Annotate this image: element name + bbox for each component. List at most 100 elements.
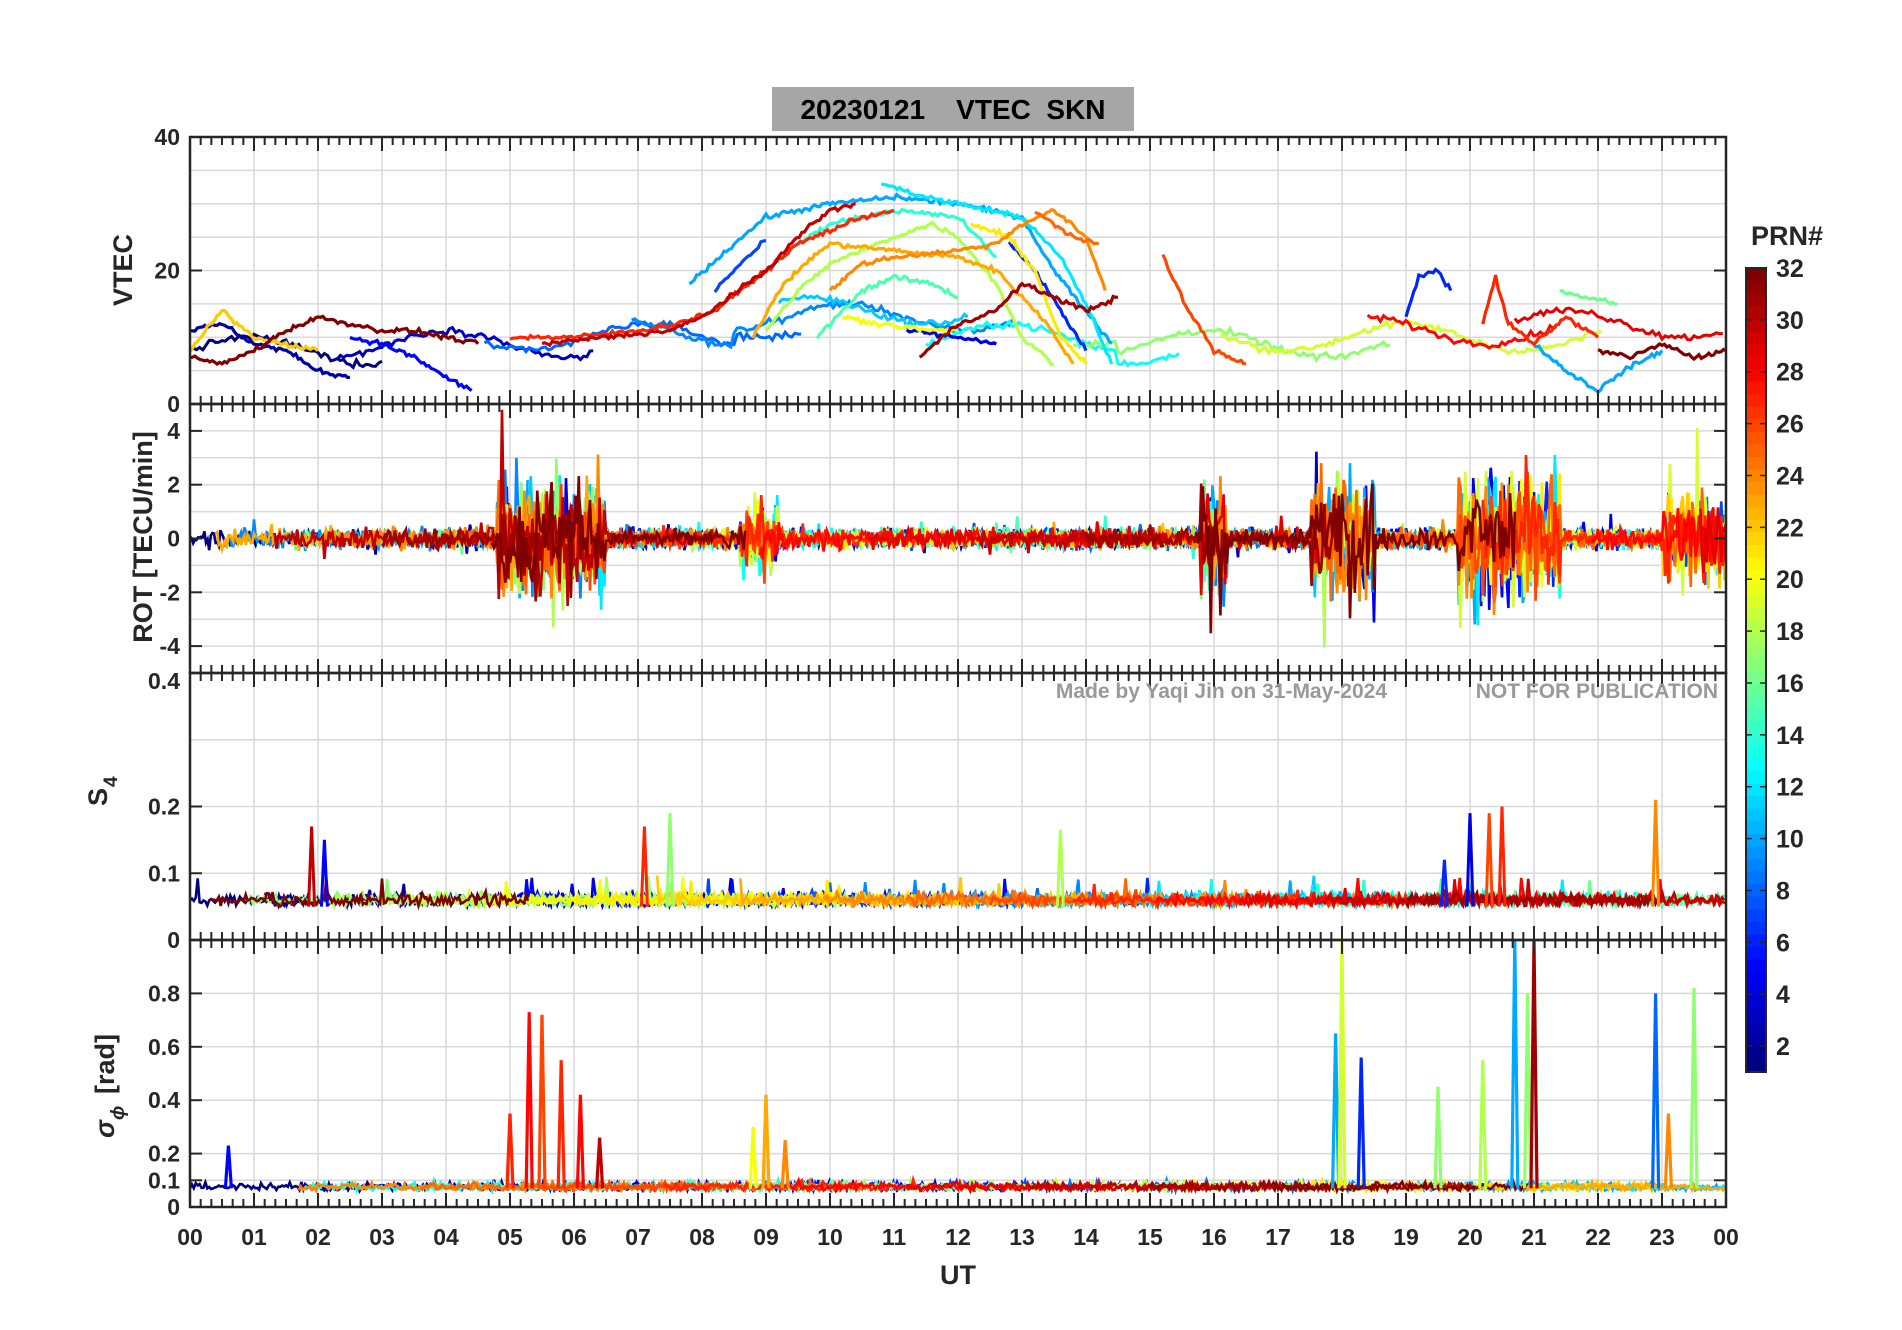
vtec-line-prn-32 [190,314,480,366]
colorbar-swatch [1746,381,1766,395]
colorbar-swatch [1746,1059,1766,1073]
watermark-author: Made by Yaqi Jin on 31-May-2024 [1056,680,1387,703]
x-tick-label: 13 [1009,1224,1035,1250]
x-tick-label: 00 [1713,1224,1739,1250]
sigma-ytick-label: 0 [167,1194,180,1220]
sigma-ytick-label: 0.6 [148,1034,180,1060]
colorbar-swatch [1746,330,1766,344]
colorbar-swatch [1746,569,1766,583]
sigma-line-prn-26 [540,1178,734,1194]
sigma-series [190,940,1726,1196]
rot-line-prn-29 [1699,507,1726,574]
colorbar-swatch [1746,732,1766,746]
colorbar-swatch [1746,657,1766,671]
colorbar-swatch [1746,318,1766,332]
colorbar-swatch [1746,368,1766,382]
colorbar-swatch [1746,871,1766,885]
sigma-ylabel-unit: [rad] [90,1034,120,1094]
sigma-peak [1689,988,1699,1189]
colorbar-swatch [1746,984,1766,998]
colorbar-tick-label: 14 [1776,722,1804,750]
vtec-series [190,182,1726,395]
sigma-ylabel: σ ϕ [rad] [90,1034,129,1138]
x-tick-label: 07 [625,1224,651,1250]
sigma-peak [524,1012,534,1189]
colorbar-frame [1745,267,1767,1073]
vtec-line-prn-12 [880,182,1114,365]
rot-line-prn-32 [490,476,747,599]
colorbar-swatch [1746,506,1766,520]
colorbar-tick-label: 18 [1776,618,1804,646]
s4-peak [1055,829,1065,907]
colorbar-swatch [1746,531,1766,545]
colorbar-tick-label: 24 [1776,462,1804,490]
colorbar-tick-label: 8 [1776,877,1790,905]
x-tick-label: 01 [241,1224,267,1250]
sigma-peak [1337,940,1347,1189]
colorbar-tick-label: 16 [1776,670,1804,698]
x-tick-label: 04 [433,1224,459,1250]
rot-ytick-label: -2 [160,579,180,605]
s4-series [190,799,1726,912]
labels-layer: 20230121 VTEC SKN Made by Yaqi Jin on 31… [83,87,1823,1290]
colorbar-swatch [1746,431,1766,445]
vtec-line-prn-28 [1366,313,1558,350]
vtec-line-prn-18 [764,220,1055,367]
x-tick-label: 16 [1201,1224,1227,1250]
vtec-line-prn-22 [190,308,319,353]
colorbar-tick-label: 10 [1776,826,1804,854]
colorbar-swatch [1746,720,1766,734]
rot-line-prn-26 [540,483,798,596]
vtec-line-prn-10 [1533,344,1664,395]
x-tick-label: 17 [1265,1224,1291,1250]
sigma-peak [748,1126,758,1189]
vtec-line-prn-11 [777,293,969,330]
sigma-ytick-label: 0.1 [148,1167,180,1193]
colorbar-swatch [1746,820,1766,834]
colorbar-swatch [1746,682,1766,696]
colorbar-tick-label: 26 [1776,411,1804,439]
vtec-line-prn-15 [815,273,959,340]
x-tick-label: 20 [1457,1224,1483,1250]
colorbar-swatch [1746,268,1766,282]
sigma-peak [1529,940,1539,1189]
sigma-peak [556,1060,566,1189]
colorbar-swatch [1746,544,1766,558]
x-tick-label: 06 [561,1224,587,1250]
sigma-peak [223,1145,233,1189]
colorbar-label: PRN# [1751,221,1823,251]
colorbar-swatch [1746,946,1766,960]
tick-labels: 02040-4-202400.10.20.400.10.20.40.60.800… [148,124,1739,1250]
sigma-peak [1651,993,1661,1189]
rot-ytick-label: -4 [160,633,181,659]
x-tick-label: 10 [817,1224,843,1250]
vtec-line-prn-7 [713,238,767,294]
colorbar-swatch [1746,443,1766,458]
s4-ytick-label: 0 [167,927,180,953]
s4-peak [639,826,649,907]
sigma-line-prn-30 [1027,1178,1477,1195]
vtec-line-prn-5 [349,335,473,392]
colorbar-tick-label: 30 [1776,307,1804,335]
colorbar-swatch [1746,933,1766,947]
colorbar-swatch [1746,481,1766,495]
s4-peak [1497,806,1507,907]
sigma-ytick-label: 0.2 [148,1141,180,1167]
sigma-peak [1356,1057,1366,1189]
colorbar-swatch [1746,456,1766,470]
x-tick-label: 22 [1585,1224,1611,1250]
s4-line-prn-32 [208,877,530,911]
x-tick-label: 00 [177,1224,203,1250]
chart-title: 20230121 VTEC SKN [800,94,1105,125]
vtec-line-prn-20 [841,313,959,335]
colorbar-swatch [1746,770,1766,784]
x-tick-label: 11 [882,1224,907,1250]
sigma-ylabel-sub: ϕ [108,1106,129,1120]
colorbar-tick-label: 22 [1776,514,1804,542]
colorbar-swatch [1746,1009,1766,1023]
x-axis-label: UT [940,1260,976,1290]
s4-peak [319,839,329,907]
x-tick-label: 19 [1393,1224,1419,1250]
